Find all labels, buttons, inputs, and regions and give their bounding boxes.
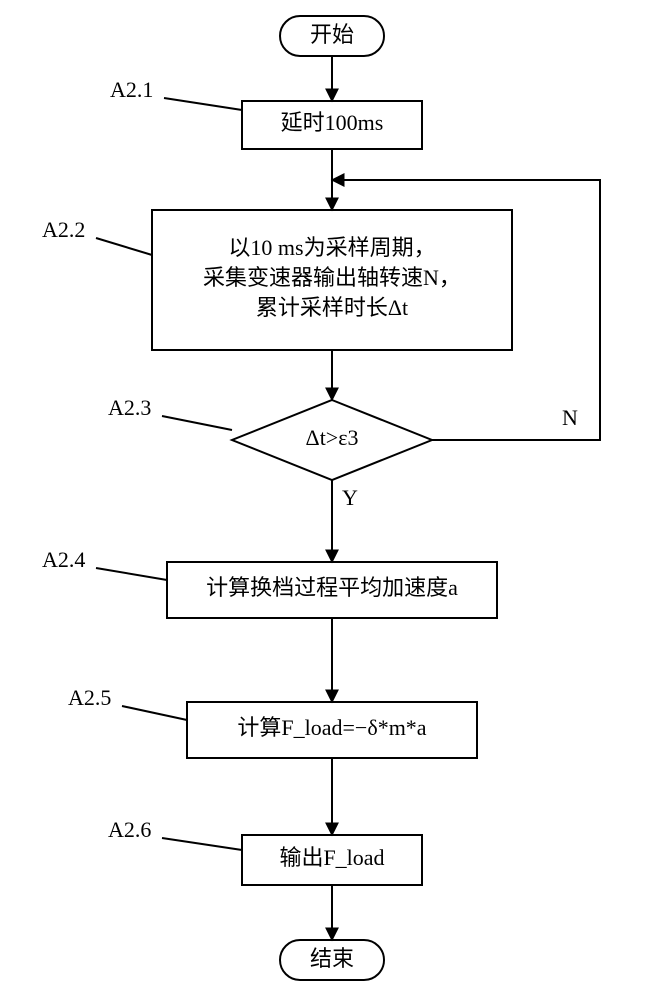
step-label-l25: A2.5 — [68, 685, 111, 710]
a22-line0: 以10 ms为采样周期， — [228, 235, 435, 260]
end-label: 结束 — [310, 946, 354, 971]
a22-line1: 采集变速器输出轴转速N， — [203, 265, 461, 290]
start-label: 开始 — [310, 22, 354, 47]
leader-l21 — [164, 98, 242, 110]
branch-yes: Y — [342, 485, 358, 510]
step-label-l24: A2.4 — [42, 547, 85, 572]
branch-no: N — [562, 405, 578, 430]
step-label-l21: A2.1 — [110, 77, 153, 102]
leader-l22 — [96, 238, 152, 255]
a25-line0: 计算F_load=−δ*m*a — [237, 715, 426, 740]
leader-l23 — [162, 416, 232, 430]
leader-l25 — [122, 706, 187, 720]
leader-l24 — [96, 568, 167, 580]
a22-line2: 累计采样时长Δt — [256, 295, 408, 320]
a26-line0: 输出F_load — [279, 845, 384, 870]
texts: 开始延时100ms 以10 ms为采样周期， 采集变速器输出轴转速N， 累计采样时长Δ… — [42, 22, 578, 971]
leader-l26 — [162, 838, 242, 850]
step-label-l23: A2.3 — [108, 395, 151, 420]
a24-line0: 计算换档过程平均加速度a — [206, 575, 458, 600]
step-label-l22: A2.2 — [42, 217, 85, 242]
flowchart: 开始延时100ms 以10 ms为采样周期， 采集变速器输出轴转速N， 累计采样时长Δ… — [0, 0, 664, 1000]
step-label-l26: A2.6 — [108, 817, 151, 842]
a23-line0: Δt>ε3 — [306, 425, 359, 450]
a21-line0: 延时100ms — [281, 110, 384, 135]
